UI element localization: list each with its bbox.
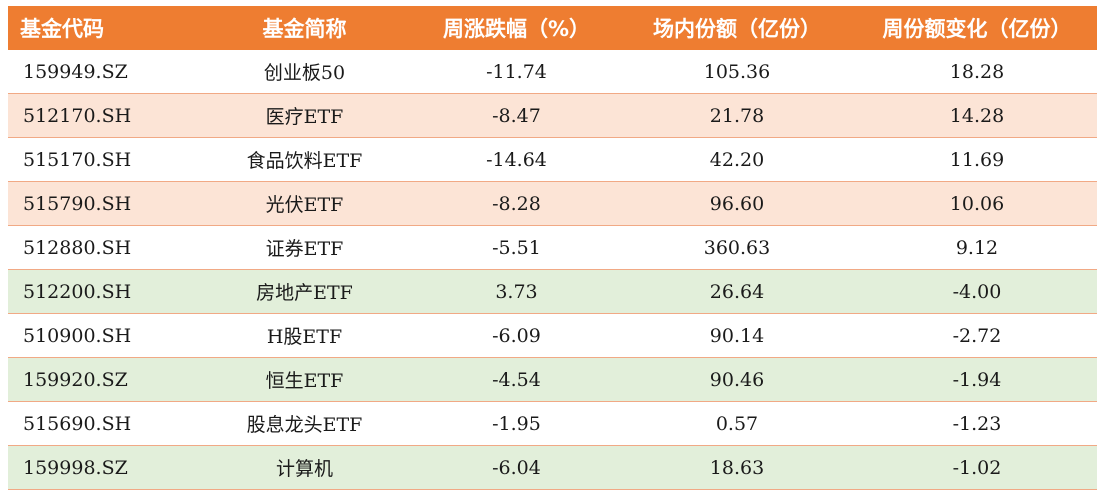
shares-cell: 105.36	[617, 50, 857, 94]
table-row: 512170.SH 医疗ETF -8.47 21.78 14.28	[8, 93, 1097, 138]
fund-name-cell: 房地产ETF	[193, 269, 416, 314]
weekly-change-cell: -8.47	[416, 93, 617, 138]
header-row: 基金代码 基金简称 周涨跌幅（%） 场内份额（亿份） 周份额变化（亿份）	[8, 6, 1097, 50]
fund-code-cell: 159998.SZ	[8, 445, 193, 490]
share-change-cell: -4.00	[857, 269, 1097, 314]
table-row: 512200.SH 房地产ETF 3.73 26.64 -4.00	[8, 269, 1097, 314]
share-change-cell: 14.28	[857, 93, 1097, 138]
table-row: 515690.SH 股息龙头ETF -1.95 0.57 -1.23	[8, 401, 1097, 446]
weekly-change-cell: -6.09	[416, 313, 617, 358]
fund-code-cell: 159949.SZ	[8, 50, 193, 94]
share-change-cell: -1.94	[857, 357, 1097, 402]
fund-name-cell: 计算机	[193, 445, 416, 490]
table-row: 159949.SZ 创业板50 -11.74 105.36 18.28	[8, 50, 1097, 94]
fund-name-cell: 光伏ETF	[193, 181, 416, 226]
share-change-cell: -1.02	[857, 445, 1097, 490]
header-exchange-shares: 场内份额（亿份）	[617, 6, 857, 50]
header-weekly-change-pct: 周涨跌幅（%）	[416, 6, 617, 50]
share-change-cell: 11.69	[857, 137, 1097, 182]
fund-name-cell: 医疗ETF	[193, 93, 416, 138]
shares-cell: 360.63	[617, 225, 857, 270]
weekly-change-cell: -6.04	[416, 445, 617, 490]
table-body: 159949.SZ 创业板50 -11.74 105.36 18.28 5121…	[8, 50, 1097, 490]
fund-name-cell: 股息龙头ETF	[193, 401, 416, 446]
weekly-change-cell: -11.74	[416, 50, 617, 94]
fund-code-cell: 512170.SH	[8, 93, 193, 138]
fund-code-cell: 510900.SH	[8, 313, 193, 358]
share-change-cell: -1.23	[857, 401, 1097, 446]
shares-cell: 26.64	[617, 269, 857, 314]
share-change-cell: -2.72	[857, 313, 1097, 358]
header-fund-code: 基金代码	[8, 6, 193, 50]
table-row: 159920.SZ 恒生ETF -4.54 90.46 -1.94	[8, 357, 1097, 402]
share-change-cell: 9.12	[857, 225, 1097, 270]
shares-cell: 42.20	[617, 137, 857, 182]
weekly-change-cell: -5.51	[416, 225, 617, 270]
table-row: 510900.SH H股ETF -6.09 90.14 -2.72	[8, 313, 1097, 358]
share-change-cell: 18.28	[857, 50, 1097, 94]
fund-name-cell: H股ETF	[193, 313, 416, 358]
weekly-change-cell: -4.54	[416, 357, 617, 402]
shares-cell: 96.60	[617, 181, 857, 226]
table-row: 159998.SZ 计算机 -6.04 18.63 -1.02	[8, 445, 1097, 490]
fund-code-cell: 515690.SH	[8, 401, 193, 446]
table-row: 515170.SH 食品饮料ETF -14.64 42.20 11.69	[8, 137, 1097, 182]
header-weekly-share-change: 周份额变化（亿份）	[857, 6, 1097, 50]
weekly-change-cell: 3.73	[416, 269, 617, 314]
fund-code-cell: 512880.SH	[8, 225, 193, 270]
shares-cell: 21.78	[617, 93, 857, 138]
shares-cell: 90.46	[617, 357, 857, 402]
shares-cell: 90.14	[617, 313, 857, 358]
shares-cell: 0.57	[617, 401, 857, 446]
fund-code-cell: 515170.SH	[8, 137, 193, 182]
table-row: 512880.SH 证券ETF -5.51 360.63 9.12	[8, 225, 1097, 270]
table-header: 基金代码 基金简称 周涨跌幅（%） 场内份额（亿份） 周份额变化（亿份）	[8, 6, 1097, 50]
etf-share-table: 基金代码 基金简称 周涨跌幅（%） 场内份额（亿份） 周份额变化（亿份） 159…	[8, 6, 1097, 490]
fund-code-cell: 159920.SZ	[8, 357, 193, 402]
fund-name-cell: 食品饮料ETF	[193, 137, 416, 182]
weekly-change-cell: -1.95	[416, 401, 617, 446]
fund-name-cell: 证券ETF	[193, 225, 416, 270]
fund-name-cell: 恒生ETF	[193, 357, 416, 402]
table-row: 515790.SH 光伏ETF -8.28 96.60 10.06	[8, 181, 1097, 226]
shares-cell: 18.63	[617, 445, 857, 490]
share-change-cell: 10.06	[857, 181, 1097, 226]
fund-code-cell: 515790.SH	[8, 181, 193, 226]
fund-name-cell: 创业板50	[193, 50, 416, 94]
header-fund-name: 基金简称	[193, 6, 416, 50]
weekly-change-cell: -8.28	[416, 181, 617, 226]
fund-code-cell: 512200.SH	[8, 269, 193, 314]
weekly-change-cell: -14.64	[416, 137, 617, 182]
